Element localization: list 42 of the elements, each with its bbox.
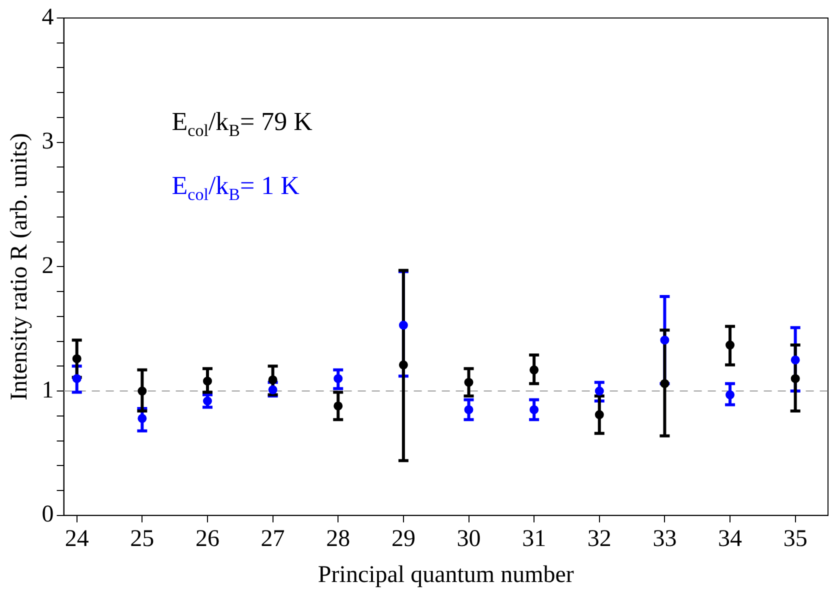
x-tick-label: 35 — [783, 526, 808, 552]
x-tick-label: 26 — [195, 526, 220, 552]
point — [464, 378, 474, 387]
x-tick-label: 28 — [326, 526, 350, 552]
x-tick-label: 33 — [652, 526, 677, 552]
x-axis-title: Principal quantum number — [318, 562, 574, 588]
point — [530, 365, 539, 374]
point — [790, 374, 800, 384]
x-tick-label: 30 — [456, 526, 481, 552]
point — [72, 374, 82, 384]
point — [334, 401, 343, 410]
y-tick-label: 0 — [42, 502, 54, 528]
point — [398, 320, 408, 330]
point — [202, 376, 212, 386]
y-tick-label: 3 — [42, 128, 54, 155]
point — [660, 336, 670, 345]
x-tick-label: 34 — [718, 526, 742, 552]
x-tick-label: 27 — [260, 526, 285, 552]
point — [138, 414, 147, 423]
x-tick-label: 29 — [391, 526, 416, 552]
point — [726, 340, 735, 350]
point — [464, 405, 474, 414]
point — [660, 379, 670, 388]
point — [726, 390, 735, 400]
y-tick-label: 4 — [42, 4, 54, 30]
point — [594, 386, 604, 396]
x-tick-label: 31 — [522, 526, 546, 552]
point — [334, 374, 343, 384]
y-axis-title: Intensity ratio R (arb. units) — [6, 133, 33, 400]
point — [268, 375, 278, 384]
point — [790, 355, 800, 364]
y-tick-label: 2 — [42, 252, 54, 279]
point — [398, 360, 408, 370]
point — [594, 410, 604, 420]
y-tick-label: 1 — [42, 377, 54, 404]
point — [530, 405, 539, 414]
x-tick-label: 32 — [587, 526, 612, 552]
point — [138, 386, 147, 396]
x-tick-label: 24 — [64, 526, 89, 552]
point — [72, 354, 82, 364]
point — [268, 385, 278, 394]
x-tick-label: 25 — [130, 526, 154, 552]
